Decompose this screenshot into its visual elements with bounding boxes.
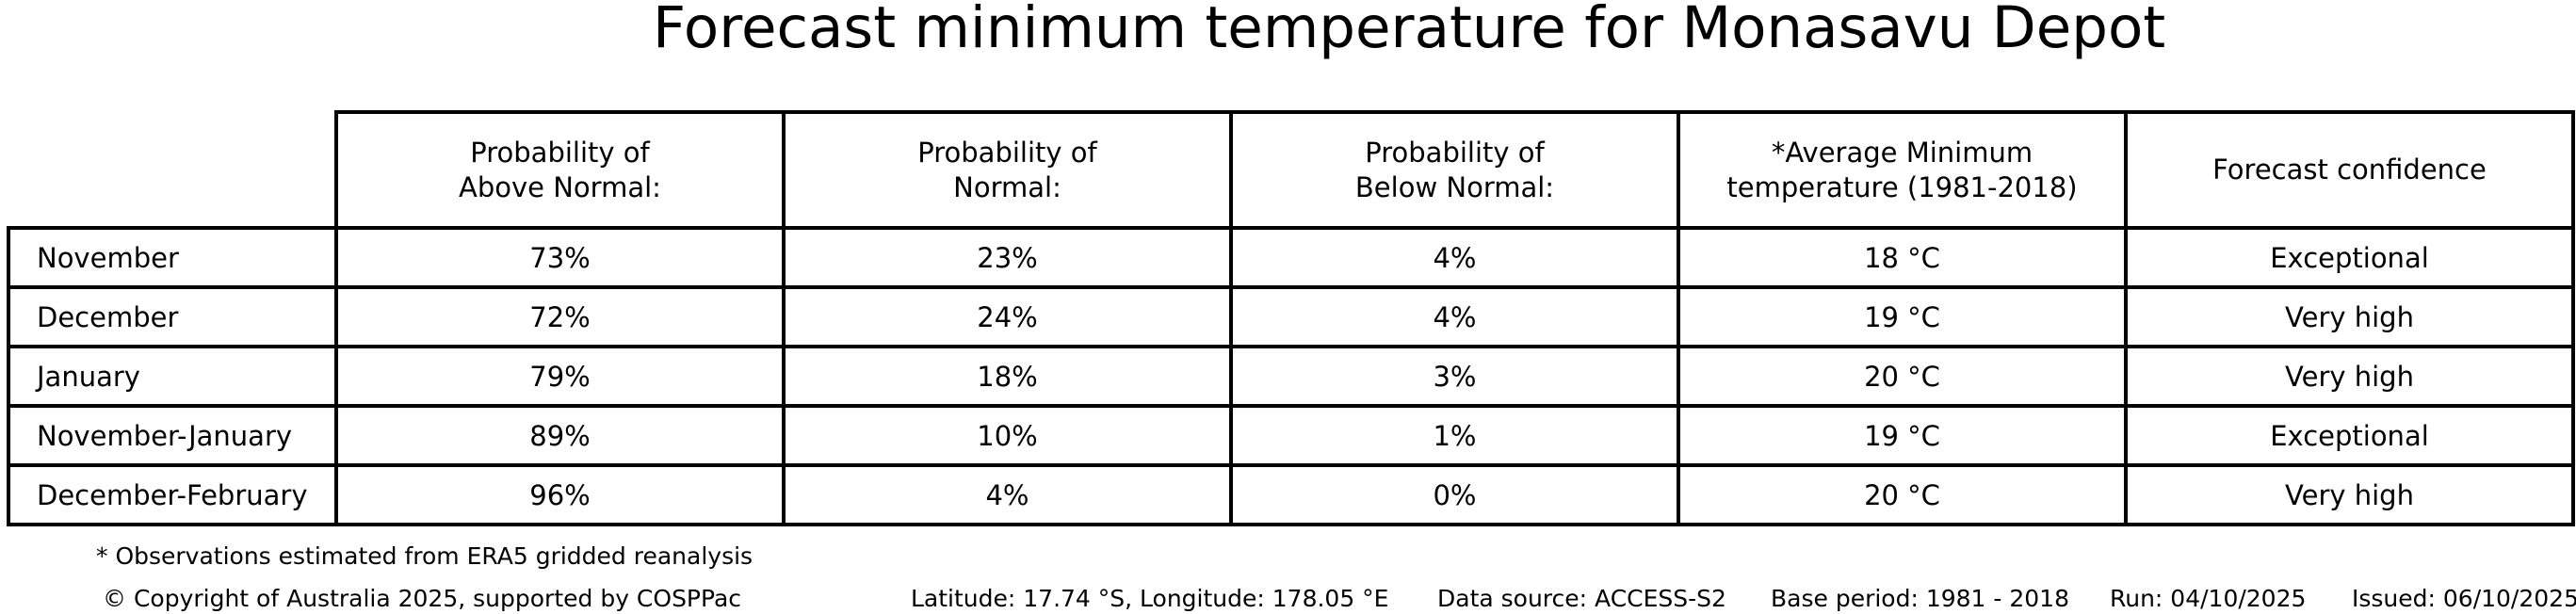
table-row: December 72% 24% 4% 19 °C Very high bbox=[7, 285, 2575, 348]
copyright-text: © Copyright of Australia 2025, supported… bbox=[103, 585, 742, 612]
data-source-text: Data source: ACCESS-S2 bbox=[1437, 585, 1726, 612]
location-text: Latitude: 17.74 °S, Longitude: 178.05 °E bbox=[911, 585, 1389, 612]
cell-avg-min-temp: 19 °C bbox=[1677, 404, 2128, 467]
cell-below-normal: 1% bbox=[1229, 404, 1680, 467]
cell-below-normal: 4% bbox=[1229, 285, 1680, 348]
cell-above-normal: 73% bbox=[334, 226, 786, 289]
page-title: Forecast minimum temperature for Monasav… bbox=[653, 0, 2166, 61]
cell-below-normal: 3% bbox=[1229, 345, 1680, 408]
cell-normal: 4% bbox=[782, 463, 1233, 526]
header-above-normal: Probability of Above Normal: bbox=[334, 110, 786, 230]
cell-normal: 23% bbox=[782, 226, 1233, 289]
issued-date-text: Issued: 06/10/2025 bbox=[2352, 585, 2576, 612]
cell-confidence: Very high bbox=[2124, 345, 2575, 408]
footer: © Copyright of Australia 2025, supported… bbox=[0, 585, 2576, 614]
row-period-label: November bbox=[7, 226, 338, 289]
base-period-text: Base period: 1981 - 2018 bbox=[1771, 585, 2069, 612]
cell-avg-min-temp: 20 °C bbox=[1677, 345, 2128, 408]
cell-confidence: Exceptional bbox=[2124, 226, 2575, 289]
row-period-label: December bbox=[7, 285, 338, 348]
cell-normal: 18% bbox=[782, 345, 1233, 408]
cell-confidence: Exceptional bbox=[2124, 404, 2575, 467]
cell-above-normal: 96% bbox=[334, 463, 786, 526]
run-date-text: Run: 04/10/2025 bbox=[2110, 585, 2307, 612]
cell-normal: 10% bbox=[782, 404, 1233, 467]
cell-normal: 24% bbox=[782, 285, 1233, 348]
cell-above-normal: 72% bbox=[334, 285, 786, 348]
row-period-label: November-January bbox=[7, 404, 338, 467]
row-period-label: December-February bbox=[7, 463, 338, 526]
table-row: January 79% 18% 3% 20 °C Very high bbox=[7, 345, 2575, 408]
cell-below-normal: 4% bbox=[1229, 226, 1680, 289]
cell-avg-min-temp: 18 °C bbox=[1677, 226, 2128, 289]
header-blank-cell bbox=[8, 112, 336, 228]
table-row: November-January 89% 10% 1% 19 °C Except… bbox=[7, 404, 2575, 467]
header-normal: Probability of Normal: bbox=[782, 110, 1233, 230]
row-period-label: January bbox=[7, 345, 338, 408]
cell-avg-min-temp: 20 °C bbox=[1677, 463, 2128, 526]
cell-below-normal: 0% bbox=[1229, 463, 1680, 526]
cell-above-normal: 89% bbox=[334, 404, 786, 467]
header-below-normal: Probability of Below Normal: bbox=[1229, 110, 1680, 230]
table-row: December-February 96% 4% 0% 20 °C Very h… bbox=[7, 463, 2575, 526]
footnote: * Observations estimated from ERA5 gridd… bbox=[96, 542, 753, 570]
forecast-table: Probability of Above Normal: Probability… bbox=[7, 110, 2575, 526]
cell-confidence: Very high bbox=[2124, 463, 2575, 526]
header-avg-min-temp: *Average Minimum temperature (1981-2018) bbox=[1677, 110, 2128, 230]
table-row: November 73% 23% 4% 18 °C Exceptional bbox=[7, 226, 2575, 289]
header-forecast-confidence: Forecast confidence bbox=[2124, 110, 2575, 230]
cell-avg-min-temp: 19 °C bbox=[1677, 285, 2128, 348]
cell-above-normal: 79% bbox=[334, 345, 786, 408]
cell-confidence: Very high bbox=[2124, 285, 2575, 348]
table-header-row: Probability of Above Normal: Probability… bbox=[8, 110, 2575, 230]
